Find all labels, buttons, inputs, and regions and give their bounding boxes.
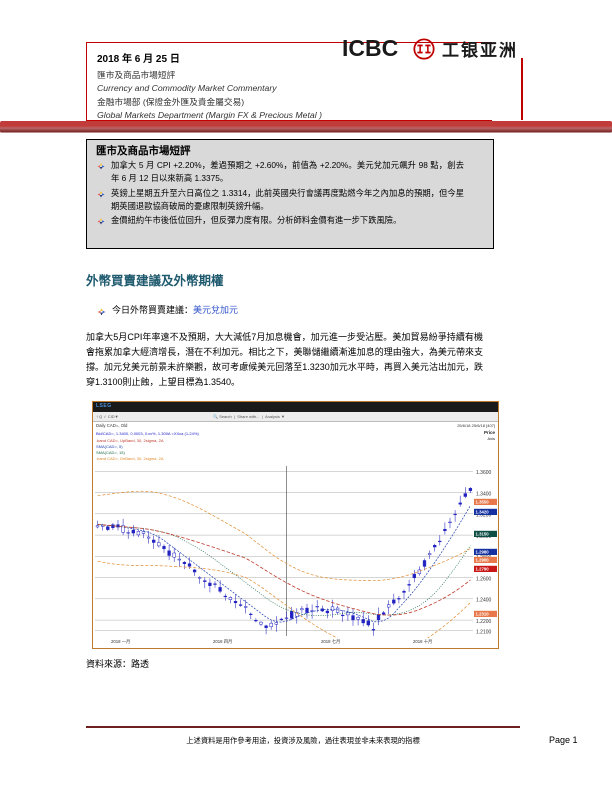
- svg-text:1.2980: 1.2980: [476, 549, 490, 554]
- svg-text:1.2310: 1.2310: [476, 611, 490, 616]
- svg-text:1.2200: 1.2200: [476, 619, 492, 625]
- svg-text:1.3420: 1.3420: [476, 509, 490, 514]
- svg-text:1.3550: 1.3550: [476, 499, 490, 504]
- svg-text:1.2790: 1.2790: [476, 566, 490, 571]
- svg-text:1.2900: 1.2900: [476, 557, 490, 562]
- svg-text:1.2100: 1.2100: [476, 630, 492, 636]
- svg-text:1.3150: 1.3150: [476, 531, 490, 536]
- svg-text:1.2400: 1.2400: [476, 598, 492, 604]
- svg-text:1.2600: 1.2600: [476, 576, 492, 582]
- svg-text:1.3600: 1.3600: [476, 470, 492, 476]
- svg-text:1.3400: 1.3400: [476, 491, 492, 497]
